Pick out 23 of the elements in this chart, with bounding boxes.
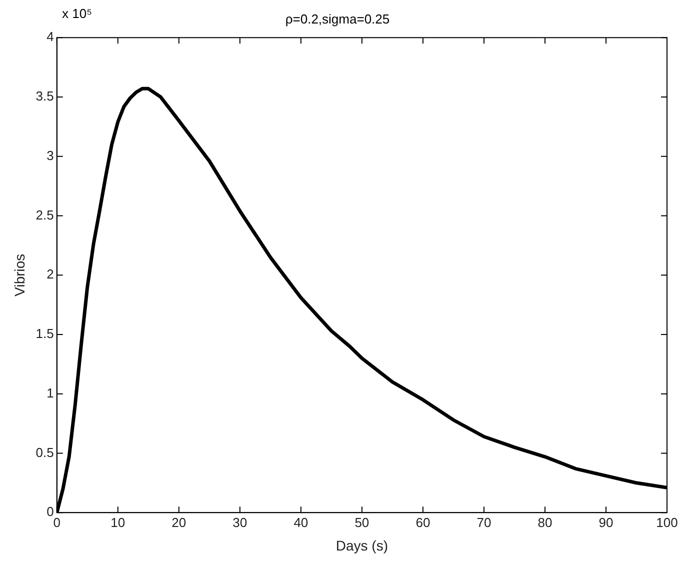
x-tick-label: 10 bbox=[110, 514, 126, 530]
y-tick-label: 0.5 bbox=[36, 444, 54, 460]
x-tick-label: 70 bbox=[476, 514, 492, 530]
y-tick-label: 0 bbox=[46, 504, 54, 520]
y-tick-label: 2 bbox=[46, 266, 54, 282]
x-tick-label: 20 bbox=[172, 514, 186, 530]
text: x 10⁵ bbox=[62, 6, 92, 21]
x-tick-label: 40 bbox=[294, 514, 308, 530]
x-tick-label: 80 bbox=[538, 514, 552, 530]
y-tick-label: 3 bbox=[46, 148, 54, 163]
x-tick-label: 50 bbox=[354, 514, 370, 530]
chart-title: ρ=0.2,sigma=0.25 bbox=[285, 11, 390, 26]
x-tick-label: 90 bbox=[598, 514, 614, 530]
y-tick-label: 1.5 bbox=[36, 326, 54, 342]
y-tick-label: 4 bbox=[46, 29, 54, 44]
y-tick-label: 1 bbox=[46, 385, 54, 400]
y-axis-title: Vibrios bbox=[11, 254, 28, 296]
y-tick-label: 2.5 bbox=[36, 207, 54, 222]
x-axis-title: Days (s) bbox=[336, 537, 388, 554]
y-tick-label: 3.5 bbox=[36, 88, 54, 104]
x-tick-label: 100 bbox=[656, 514, 678, 530]
x-tick-label: 60 bbox=[416, 514, 430, 530]
x-tick-label: 30 bbox=[232, 514, 248, 530]
